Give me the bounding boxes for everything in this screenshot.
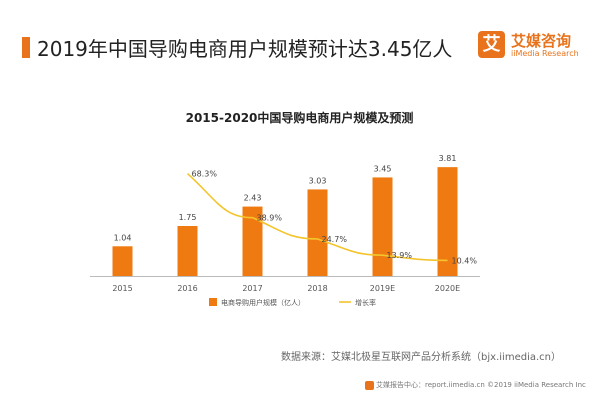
bar-value-label: 3.81 — [439, 154, 457, 163]
growth-rate-label: 38.9% — [257, 214, 283, 223]
header-bar: 2019年中国导购电商用户规模预计达3.45亿人 艾 艾媒咨询 iiMedia … — [0, 0, 599, 72]
bar-2018 — [307, 189, 328, 276]
logo-name-cn: 艾媒咨询 — [511, 32, 572, 50]
bar-2016 — [177, 226, 198, 276]
legend-bar-swatch — [209, 298, 217, 306]
brand-logo: 艾 艾媒咨询 iiMedia Research — [478, 28, 598, 68]
bar-2017 — [242, 206, 263, 276]
bar-value-label: 3.03 — [309, 176, 327, 185]
data-source: 数据来源：艾媒北极星互联网产品分析系统（bjx.iimedia.cn） — [281, 352, 561, 363]
copyright-text: 艾媒报告中心：report.iimedia.cn ©2019 iiMedia R… — [376, 381, 586, 389]
bar-value-label: 2.43 — [244, 194, 262, 203]
x-tick-label: 2017 — [242, 284, 262, 293]
bar-value-label: 3.45 — [374, 164, 392, 173]
growth-rate-label: 24.7% — [322, 235, 348, 244]
x-tick-label: 2018 — [307, 284, 327, 293]
copyright-footer: 艾媒报告中心：report.iimedia.cn ©2019 iiMedia R… — [365, 380, 586, 390]
growth-rate-label: 68.3% — [192, 170, 218, 179]
growth-rate-label: 10.4% — [452, 256, 478, 265]
growth-rate-label: 13.9% — [387, 251, 413, 260]
logo-name-en: iiMedia Research — [511, 49, 579, 58]
logo-icon: 艾 — [478, 31, 505, 58]
x-tick-label: 2019E — [370, 284, 395, 293]
bar-value-label: 1.75 — [179, 213, 197, 222]
x-tick-label: 2016 — [177, 284, 197, 293]
legend-line-label: 增长率 — [355, 298, 376, 307]
title-accent-bar — [22, 37, 30, 58]
bar-value-label: 1.04 — [114, 233, 132, 242]
x-tick-label: 2020E — [435, 284, 460, 293]
bar-2019E — [372, 177, 393, 276]
bar-2020E — [437, 167, 458, 276]
bar-2015 — [112, 246, 133, 276]
growth-rate-line — [186, 172, 448, 262]
x-tick-label: 2015 — [112, 284, 132, 293]
legend-bar-label: 电商导购用户规模（亿人） — [221, 298, 305, 307]
chart-title: 2015-2020中国导购电商用户规模及预测 — [185, 111, 414, 125]
footer-logo-icon — [365, 380, 374, 390]
page-title: 2019年中国导购电商用户规模预计达3.45亿人 — [37, 37, 453, 61]
